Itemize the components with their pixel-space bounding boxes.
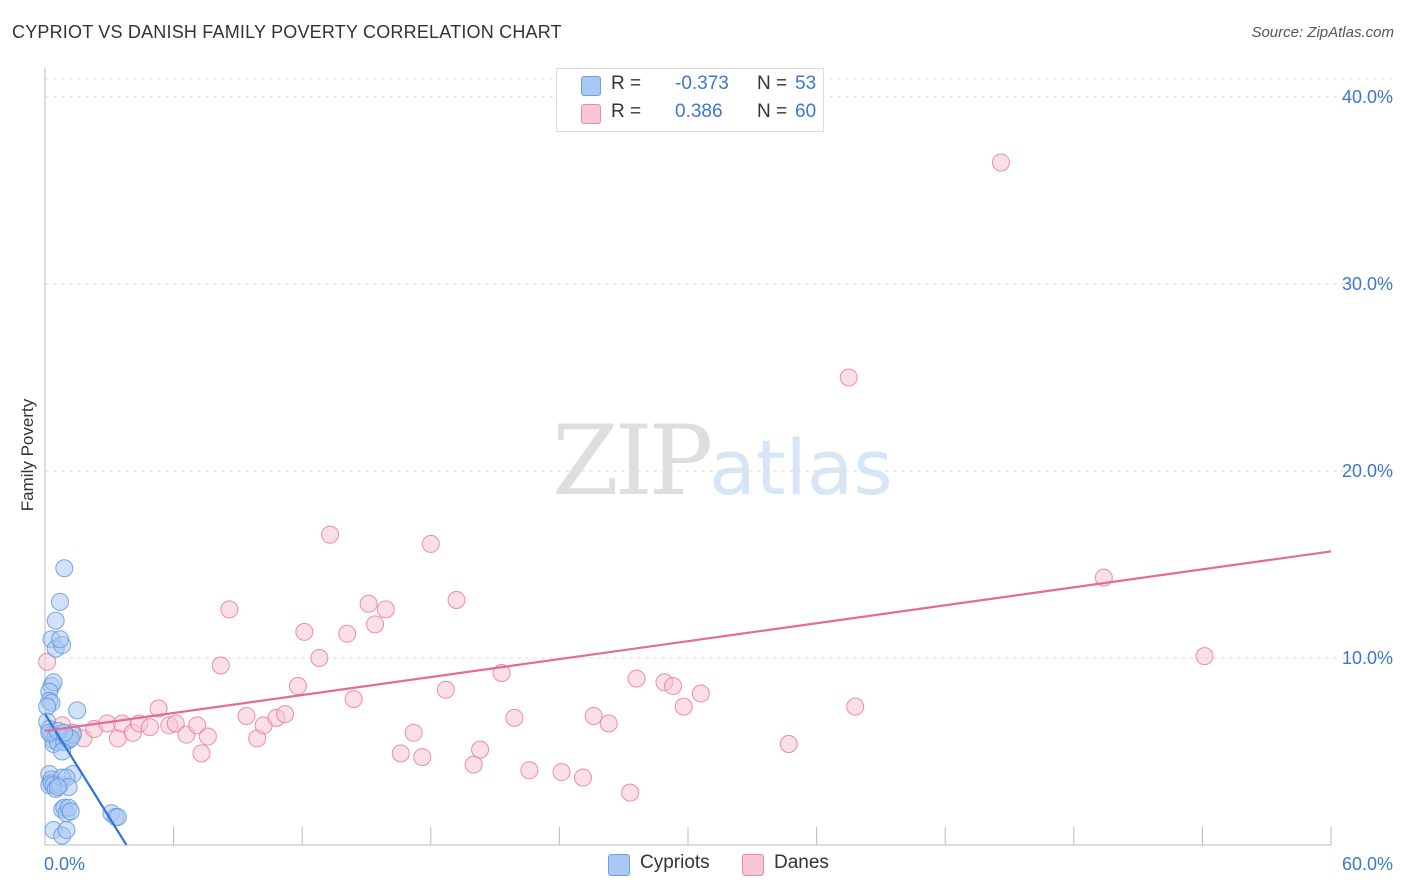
- point-danes: [338, 624, 357, 643]
- y-tick-label: 10.0%: [1342, 648, 1393, 668]
- point-danes: [627, 669, 646, 688]
- trend-lines: [44, 550, 1332, 846]
- point-danes: [421, 534, 440, 553]
- point-cypriots: [38, 697, 57, 716]
- stats-r-value: 0.386: [675, 101, 723, 122]
- point-danes: [991, 153, 1010, 172]
- stats-n-value: 60: [795, 101, 817, 122]
- point-danes: [108, 729, 127, 748]
- point-danes: [404, 723, 423, 742]
- point-danes: [237, 706, 256, 725]
- stats-n-label: N =: [757, 101, 788, 122]
- point-danes: [573, 768, 592, 787]
- point-danes: [621, 783, 640, 802]
- point-danes: [366, 615, 385, 634]
- y-tick-label: 30.0%: [1342, 274, 1393, 294]
- point-danes: [344, 690, 363, 709]
- x-tick-label: 60.0%: [1342, 854, 1393, 874]
- source-label: Source: ZipAtlas.com: [1251, 24, 1394, 41]
- point-danes: [552, 763, 571, 782]
- point-danes: [436, 680, 455, 699]
- point-cypriots: [48, 778, 67, 797]
- point-cypriots: [55, 559, 74, 578]
- stats-swatch-cypriots: [581, 76, 601, 96]
- point-danes: [211, 656, 230, 675]
- point-danes: [198, 727, 217, 746]
- point-danes: [1195, 647, 1214, 666]
- point-danes: [505, 708, 524, 727]
- stats-r-value: -0.373: [675, 73, 729, 94]
- series-cypriots: [38, 559, 127, 845]
- chart-title: CYPRIOT VS DANISH FAMILY POVERTY CORRELA…: [12, 22, 562, 42]
- point-danes: [413, 748, 432, 767]
- point-danes: [691, 684, 710, 703]
- point-cypriots: [57, 821, 76, 840]
- y-tick-label: 20.0%: [1342, 461, 1393, 481]
- point-danes: [674, 697, 693, 716]
- trend-line-cypriots: [44, 713, 128, 846]
- point-danes: [141, 718, 160, 737]
- point-cypriots: [51, 592, 70, 611]
- trend-line-danes: [44, 550, 1332, 733]
- point-danes: [321, 525, 340, 544]
- point-danes: [295, 622, 314, 641]
- point-danes: [149, 699, 168, 718]
- y-axis-label: Family Poverty: [18, 398, 37, 512]
- point-danes: [584, 706, 603, 725]
- point-danes: [391, 744, 410, 763]
- point-danes: [376, 600, 395, 619]
- point-danes: [447, 591, 466, 610]
- axes: [44, 68, 1332, 846]
- point-danes: [599, 714, 618, 733]
- legend-swatch-cypriots: [608, 854, 630, 876]
- point-danes: [464, 755, 483, 774]
- point-cypriots: [46, 611, 65, 630]
- legend-swatch-danes: [742, 854, 764, 876]
- point-danes: [192, 744, 211, 763]
- point-danes: [846, 697, 865, 716]
- point-danes: [839, 368, 858, 387]
- point-danes: [359, 594, 378, 613]
- point-cypriots: [51, 630, 70, 649]
- point-danes: [779, 735, 798, 754]
- point-danes: [188, 716, 207, 735]
- point-danes: [288, 677, 307, 696]
- point-danes: [310, 649, 329, 667]
- point-danes: [663, 677, 682, 696]
- point-danes: [520, 761, 539, 780]
- y-tick-label: 40.0%: [1342, 87, 1393, 107]
- stats-n-label: N =: [757, 73, 788, 94]
- series-danes: [38, 153, 1214, 802]
- point-cypriots: [68, 701, 87, 720]
- point-danes: [38, 652, 57, 671]
- legend-label-cypriots: Cypriots: [640, 852, 710, 873]
- legend-label-danes: Danes: [774, 852, 829, 873]
- point-danes: [166, 714, 185, 733]
- point-danes: [471, 740, 490, 759]
- stats-swatch-danes: [581, 104, 601, 124]
- point-danes: [276, 705, 295, 724]
- stats-r-label: R =: [611, 73, 642, 94]
- tick-labels: 10.0% 20.0% 30.0% 40.0% 0.0% 60.0%: [44, 87, 1393, 874]
- stats-r-label: R =: [611, 101, 642, 122]
- stats-n-value: 53: [795, 73, 817, 94]
- stats-box: R = -0.373 N = 53 R = 0.386 N = 60: [556, 68, 824, 132]
- point-cypriots: [61, 802, 80, 821]
- x-tick-label: 0.0%: [44, 854, 85, 874]
- point-danes: [220, 600, 239, 619]
